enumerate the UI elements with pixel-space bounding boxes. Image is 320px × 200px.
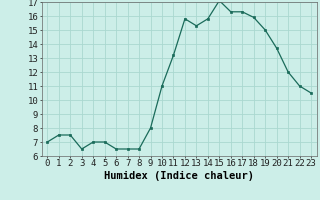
X-axis label: Humidex (Indice chaleur): Humidex (Indice chaleur)	[104, 171, 254, 181]
